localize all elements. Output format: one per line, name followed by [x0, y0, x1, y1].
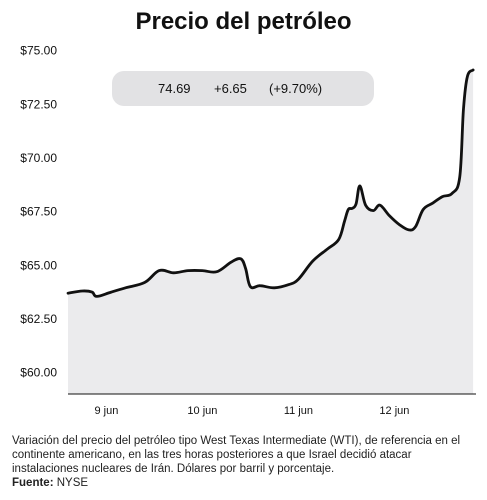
- y-tick-label: $75.00: [20, 44, 57, 58]
- source-label: Fuente:: [12, 477, 54, 489]
- y-tick-label: $60.00: [20, 366, 57, 380]
- y-tick-label: $70.00: [20, 151, 57, 165]
- summary-percent: (+9.70%): [269, 81, 322, 96]
- source-value: NYSE: [56, 477, 89, 489]
- summary-pill-background: [112, 71, 374, 106]
- summary-change: +6.65: [214, 81, 247, 96]
- x-tick-labels: 9 jun 10 jun 11 jun 12 jun: [94, 405, 409, 417]
- summary-pill: 74.69 +6.65 (+9.70%): [112, 71, 374, 106]
- y-tick-label: $62.50: [20, 312, 57, 326]
- chart-svg: $60.00 $62.50 $65.00 $67.50 $70.00 $72.50 $75.…: [0, 40, 487, 432]
- chart-source: Fuente: NYSE: [12, 477, 88, 489]
- x-tick-label: 12 jun: [379, 405, 409, 417]
- y-tick-label: $65.00: [20, 258, 57, 272]
- y-tick-label: $67.50: [20, 205, 57, 219]
- price-line: [66, 68, 475, 298]
- x-tick-label: 10 jun: [187, 405, 217, 417]
- y-tick-label: $72.50: [20, 97, 57, 111]
- x-tick-label: 11 jun: [284, 405, 313, 417]
- chart-title: Precio del petróleo: [135, 8, 352, 35]
- y-tick-labels: $60.00 $62.50 $65.00 $67.50 $70.00 $72.50 $75.…: [20, 44, 57, 380]
- chart-caption: Variación del precio del petróleo tipo W…: [12, 435, 461, 475]
- summary-price: 74.69: [158, 81, 191, 96]
- x-tick-label: 9 jun: [94, 405, 118, 417]
- price-area: [68, 70, 474, 394]
